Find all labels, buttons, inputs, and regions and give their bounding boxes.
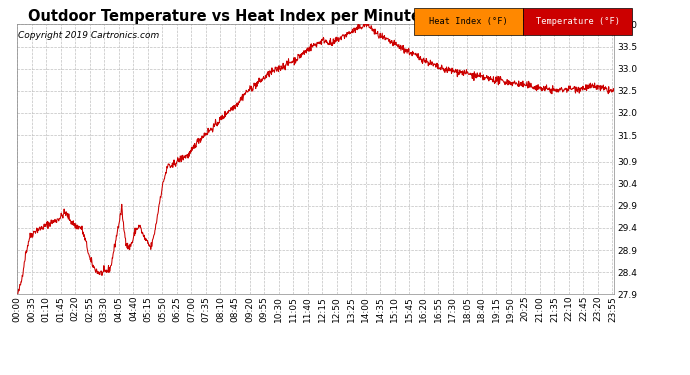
Text: Outdoor Temperature vs Heat Index per Minute (24 Hours) 20190220: Outdoor Temperature vs Heat Index per Mi… — [28, 9, 600, 24]
Text: Copyright 2019 Cartronics.com: Copyright 2019 Cartronics.com — [19, 31, 159, 40]
Text: Temperature (°F): Temperature (°F) — [535, 17, 620, 26]
Text: Heat Index (°F): Heat Index (°F) — [429, 17, 508, 26]
